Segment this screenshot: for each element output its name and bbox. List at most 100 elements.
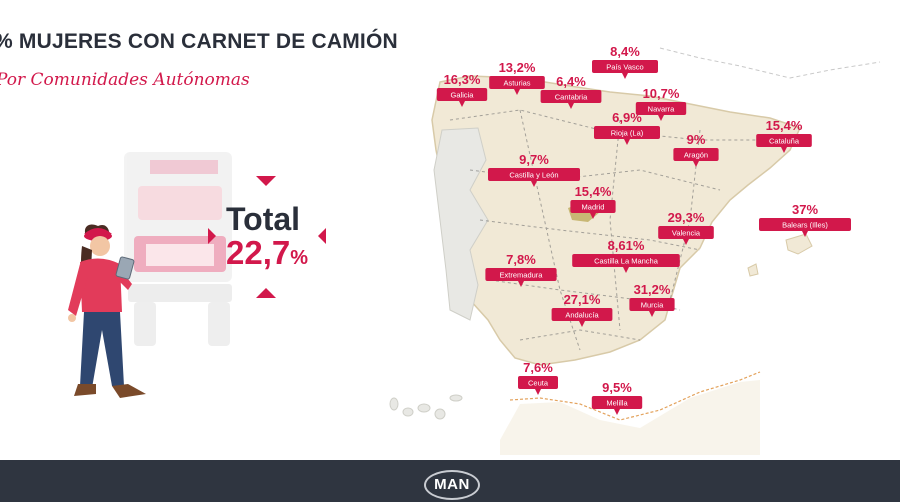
region-name: Castilla y León — [509, 171, 558, 180]
region-value: 9,5% — [602, 380, 632, 395]
region-label-box — [540, 90, 602, 103]
region-value: 7,6% — [523, 360, 553, 375]
region-pointer — [622, 73, 628, 79]
region-marker: 9,7% Castilla y León — [488, 152, 580, 187]
region-name: Andalucía — [565, 311, 599, 320]
total-arrow-left — [208, 228, 216, 244]
region-label-box — [592, 60, 658, 73]
region-pointer — [658, 115, 664, 121]
africa-land — [500, 380, 760, 455]
portugal-shape — [433, 127, 489, 321]
region-pointer — [590, 213, 596, 219]
region-name: Rioja (La) — [611, 129, 644, 138]
canary-islands — [389, 394, 463, 420]
region-marker: 29,3% Valencia — [658, 210, 714, 245]
mallorca-shape — [785, 233, 813, 255]
region-name: Madrid — [582, 203, 605, 212]
region-marker: 8,61% Castilla La Mancha — [572, 238, 680, 273]
region-name: Castilla La Mancha — [594, 257, 659, 266]
region-value: 10,7% — [643, 86, 680, 101]
region-label-box — [570, 200, 616, 213]
region-label-box — [436, 88, 488, 101]
region-value: 9% — [687, 132, 706, 147]
total-arrow-bottom — [256, 288, 276, 298]
france-border — [659, 47, 881, 79]
region-value: 8,4% — [610, 44, 640, 59]
region-marker: 37% Balears (Illes) — [759, 202, 851, 237]
region-label-box — [572, 254, 680, 267]
truck-illustration — [124, 152, 232, 346]
region-marker: 15,4% Madrid — [570, 184, 616, 219]
region-label-box — [485, 268, 557, 281]
region-name: Aragón — [684, 151, 708, 160]
region-marker: 31,2% Murcia — [629, 282, 675, 317]
total-callout: Total 22,7% — [226, 202, 308, 275]
region-name: Melilla — [606, 399, 628, 408]
region-value: 31,2% — [634, 282, 671, 297]
woman-illustration — [68, 224, 146, 398]
region-pointer — [693, 161, 699, 167]
region-value: 13,2% — [499, 60, 536, 75]
region-label-box — [594, 126, 660, 139]
region-pointer — [614, 409, 620, 415]
region-marker: 13,2% Asturias — [489, 60, 545, 95]
region-label-box — [489, 76, 545, 89]
region-name: Cataluña — [769, 137, 800, 146]
region-name: Cantabria — [555, 93, 588, 102]
region-label-box — [629, 298, 675, 311]
region-name: Murcia — [641, 301, 664, 310]
region-label-box — [591, 396, 643, 409]
region-pointer — [649, 311, 655, 317]
total-arrow-top — [256, 176, 276, 186]
region-label-box — [759, 218, 851, 231]
region-marker: 16,3% Galicia — [436, 72, 488, 107]
region-label-box — [488, 168, 580, 181]
region-value: 15,4% — [575, 184, 612, 199]
region-marker: 6,4% Cantabria — [540, 74, 602, 109]
total-arrow-right — [318, 228, 326, 244]
region-marker: 10,7% Navarra — [635, 86, 687, 121]
region-label-box — [658, 226, 714, 239]
region-marker: 27,1% Andalucía — [551, 292, 613, 327]
region-label-box — [635, 102, 687, 115]
region-value: 9,7% — [519, 152, 549, 167]
region-marker: 8,4% País Vasco — [592, 44, 658, 79]
region-marker: 15,4% Cataluña — [756, 118, 812, 153]
region-pointer — [683, 239, 689, 245]
region-value: 6,9% — [612, 110, 642, 125]
region-name: Valencia — [672, 229, 701, 238]
region-value: 37% — [792, 202, 818, 217]
region-pointer — [781, 147, 787, 153]
region-pointer — [802, 231, 808, 237]
region-label-box — [756, 134, 812, 147]
region-value: 29,3% — [668, 210, 705, 225]
region-pointer — [518, 281, 524, 287]
region-marker: 6,9% Rioja (La) — [594, 110, 660, 145]
region-value: 16,3% — [444, 72, 481, 87]
region-pointer — [623, 267, 629, 273]
region-pointer — [579, 321, 585, 327]
region-pointer — [535, 389, 541, 395]
region-pointer — [459, 101, 465, 107]
man-logo: MAN — [424, 470, 480, 500]
region-name: Navarra — [648, 105, 676, 114]
region-marker: 7,8% Extremadura — [485, 252, 557, 287]
region-marker: 9% Aragón — [673, 132, 719, 167]
africa-coast — [509, 371, 761, 421]
total-value: 22,7% — [226, 234, 309, 271]
region-name: Galicia — [451, 91, 475, 100]
region-marker: 9,5% Melilla — [591, 380, 643, 415]
region-value: 7,8% — [506, 252, 536, 267]
region-value: 27,1% — [564, 292, 601, 307]
page-title: % MUJERES CON CARNET DE CAMIÓN — [0, 30, 398, 53]
ibiza-shape — [747, 263, 759, 277]
region-label-box — [673, 148, 719, 161]
region-name: Asturias — [503, 79, 530, 88]
region-pointer — [514, 89, 520, 95]
region-name: Extremadura — [500, 271, 544, 280]
region-value: 8,61% — [608, 238, 645, 253]
region-label-box — [518, 376, 558, 389]
page-subtitle: Por Comunidades Autónomas — [0, 70, 250, 90]
region-value: 6,4% — [556, 74, 586, 89]
